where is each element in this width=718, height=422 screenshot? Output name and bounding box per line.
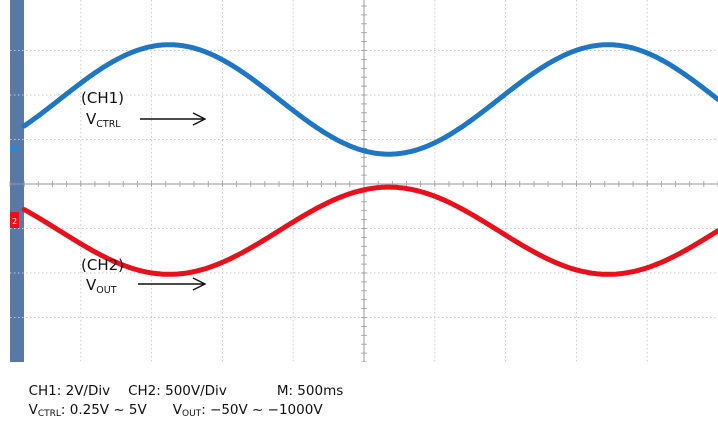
channel-markers: 2 xyxy=(10,146,19,228)
scale-caption: CH1: 2V/Div CH2: 500V/Div M: 500ms xyxy=(20,367,344,399)
ch1-label-sub: CTRL xyxy=(96,119,121,130)
oscilloscope-screen: 2 (CH1) VCTRL (CH2) VOUT xyxy=(9,0,718,362)
vout-v: V xyxy=(172,402,183,418)
vctrl-value: : 0.25V ~ 5V xyxy=(60,402,147,418)
vctrl-v: V xyxy=(28,402,38,418)
range-caption: VCTRL: 0.25V ~ 5V VOUT: −50V ~ −1000V xyxy=(20,386,323,422)
ch2-ground-marker xyxy=(10,212,19,228)
vctrl-range: VCTRL: 0.25V ~ 5V xyxy=(29,402,147,422)
ch2-label-sub: OUT xyxy=(96,285,116,296)
ch1-label-main: VCTRL xyxy=(86,110,121,130)
ch1-label-top: (CH1) xyxy=(81,89,124,107)
vout-range: VOUT: −50V ~ −1000V xyxy=(173,402,323,422)
ch2-label-v: V xyxy=(86,276,97,294)
graticule-grid xyxy=(9,0,718,362)
ch1-scale-text: CH1: 2V/Div xyxy=(28,383,111,399)
ch1-vctrl-trace xyxy=(21,42,718,157)
trace-layer xyxy=(21,42,718,277)
ch1-arrow-head xyxy=(192,112,207,126)
ch2-label-top: (CH2) xyxy=(81,256,124,274)
ch2-label-main: VOUT xyxy=(86,276,117,296)
ch1-label-v: V xyxy=(86,110,97,128)
vout-value: : −50V ~ −1000V xyxy=(201,402,323,418)
ch2-marker-label: 2 xyxy=(12,217,17,226)
ch2-vout-trace xyxy=(21,184,718,277)
ch1-ground-marker xyxy=(10,146,18,151)
ch2-scale-text: CH2: 500V/Div xyxy=(128,383,227,399)
vout-sub: OUT xyxy=(182,409,202,419)
trace-annotations: (CH1) VCTRL (CH2) VOUT xyxy=(81,89,207,296)
ch2-arrow-head xyxy=(192,277,207,291)
left-channel-strip xyxy=(10,0,24,362)
timebase-text: M: 500ms xyxy=(276,383,344,399)
vctrl-sub: CTRL xyxy=(37,409,61,419)
